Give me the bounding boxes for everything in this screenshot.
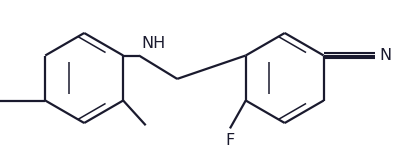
Text: NH: NH: [141, 36, 165, 51]
Text: F: F: [225, 133, 235, 148]
Text: N: N: [379, 48, 391, 63]
